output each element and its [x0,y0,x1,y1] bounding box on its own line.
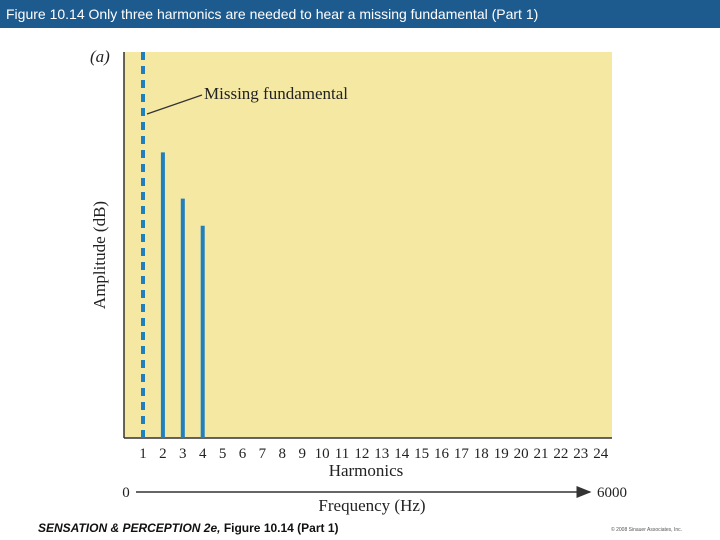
x-tick-label: 9 [298,446,306,462]
x-tick-label: 17 [454,446,470,462]
x-tick-label: 8 [279,446,287,462]
missing-fundamental-annotation: Missing fundamental [204,84,348,103]
frequency-min-label: 0 [122,485,130,501]
x-tick-label: 7 [259,446,267,462]
x-tick-label: 21 [534,446,549,462]
x-tick-label: 13 [374,446,389,462]
x-tick-label: 19 [494,446,509,462]
x-tick-label: 20 [514,446,529,462]
figure-header-bar: Figure 10.14 Only three harmonics are ne… [0,0,720,28]
plot-area [124,52,612,438]
x-tick-label: 10 [315,446,330,462]
annotation-leader-line [146,94,203,115]
footer-copyright: © 2008 Sinauer Associates, Inc. [611,527,682,533]
x-tick-label: 12 [354,446,369,462]
x-tick-label: 6 [239,446,247,462]
x-tick-label: 16 [434,446,450,462]
x-tick-label: 24 [593,446,609,462]
x-tick-label: 22 [553,446,568,462]
x-tick-label: 15 [414,446,429,462]
footer-citation: SENSATION & PERCEPTION 2e, Figure 10.14 … [38,521,339,535]
x-axis-label: Harmonics [329,461,404,480]
x-tick-label: 4 [199,446,207,462]
x-tick-label: 1 [139,446,147,462]
frequency-max-label: 6000 [597,485,627,501]
x-tick-label: 18 [474,446,489,462]
panel-label: (a) [90,47,110,66]
spectrum-chart: 1 2 3 4 5 6 7 8 9 10 11 12 13 14 15 16 17 18 19 20 21 22 23 24 … [90,47,627,515]
x-tick-label: 3 [179,446,187,462]
frequency-axis-label: Frequency (Hz) [318,496,425,515]
figure-title: Figure 10.14 Only three harmonics are ne… [6,6,539,22]
footer-figure-label: Figure 10.14 (Part 1) [223,521,339,535]
x-tick-label: 5 [219,446,227,462]
x-tick-label: 2 [159,446,167,462]
x-tick-label: 14 [394,446,410,462]
y-axis-label: Amplitude (dB) [90,201,109,309]
x-tick-label: 23 [573,446,588,462]
x-tick-label: 11 [335,446,349,462]
footer-book-title: SENSATION & PERCEPTION 2e, [38,521,224,535]
